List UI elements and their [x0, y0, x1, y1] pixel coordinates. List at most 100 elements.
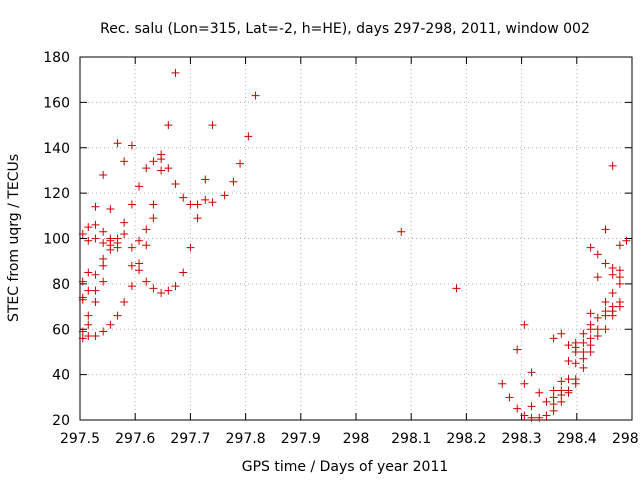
data-point — [452, 284, 461, 293]
data-point — [113, 311, 122, 320]
data-point — [615, 266, 624, 275]
data-point — [179, 193, 188, 202]
data-point — [520, 411, 529, 420]
x-tick-label: 297.8 — [226, 431, 266, 447]
x-axis-label: GPS time / Days of year 2011 — [242, 459, 449, 475]
y-axis-label: STEC from uqrg / TECUs — [6, 154, 22, 322]
data-point — [601, 225, 610, 234]
data-point — [106, 320, 115, 329]
x-tick-label: 297.6 — [115, 431, 155, 447]
data-point — [113, 139, 122, 148]
data-point — [564, 386, 573, 395]
data-point — [171, 282, 180, 291]
data-point — [135, 236, 144, 245]
data-point — [601, 259, 610, 268]
data-point — [84, 236, 93, 245]
data-point — [615, 298, 624, 307]
data-point — [171, 68, 180, 77]
data-point — [135, 182, 144, 191]
data-point — [91, 220, 100, 229]
axis-ticks — [79, 56, 633, 421]
data-point — [99, 170, 108, 179]
data-point — [615, 241, 624, 250]
data-point — [593, 313, 602, 322]
data-point — [84, 223, 93, 232]
data-point — [579, 338, 588, 347]
x-tick-label: 297.7 — [170, 431, 210, 447]
data-point — [513, 404, 522, 413]
data-point — [608, 302, 617, 311]
data-point — [549, 393, 558, 402]
data-point — [179, 268, 188, 277]
data-point — [99, 327, 108, 336]
data-point — [120, 157, 129, 166]
data-point — [571, 338, 580, 347]
x-tick-label: 298.2 — [446, 431, 486, 447]
data-point — [571, 375, 580, 384]
data-point — [579, 329, 588, 338]
data-point — [84, 286, 93, 295]
data-point — [201, 195, 210, 204]
data-point — [127, 200, 136, 209]
data-point — [99, 277, 108, 286]
data-point — [601, 307, 610, 316]
data-point — [549, 406, 558, 415]
data-point — [106, 205, 115, 214]
x-tick-label: 298.5 — [612, 431, 640, 447]
data-point — [99, 227, 108, 236]
data-point — [608, 270, 617, 279]
data-point — [535, 413, 544, 422]
data-point — [99, 261, 108, 270]
x-tick-label: 297.9 — [281, 431, 321, 447]
data-point — [127, 141, 136, 150]
data-point — [527, 402, 536, 411]
data-point — [91, 298, 100, 307]
data-point — [208, 198, 217, 207]
data-point — [608, 288, 617, 297]
data-point — [91, 332, 100, 341]
data-point — [78, 229, 87, 238]
data-point — [615, 273, 624, 282]
data-point — [193, 214, 202, 223]
y-tick-label: 80 — [52, 277, 70, 293]
data-point — [91, 270, 100, 279]
data-point — [164, 286, 173, 295]
data-point — [127, 282, 136, 291]
data-point — [586, 347, 595, 356]
data-point — [186, 200, 195, 209]
data-point — [84, 332, 93, 341]
data-point — [608, 161, 617, 170]
data-point — [201, 175, 210, 184]
data-point — [586, 243, 595, 252]
data-point — [149, 214, 158, 223]
data-point — [157, 150, 166, 159]
data-point — [127, 243, 136, 252]
x-tick-label: 298 — [343, 431, 370, 447]
data-point — [149, 200, 158, 209]
data-point — [171, 180, 180, 189]
chart-title: Rec. salu (Lon=315, Lat=-2, h=HE), days … — [100, 21, 590, 37]
data-point — [236, 159, 245, 168]
data-point — [157, 288, 166, 297]
data-point — [622, 236, 631, 245]
data-point — [593, 332, 602, 341]
data-point — [564, 357, 573, 366]
grid — [80, 57, 632, 420]
data-point — [142, 277, 151, 286]
data-point — [120, 298, 129, 307]
data-point — [149, 157, 158, 166]
data-point — [520, 379, 529, 388]
data-point — [615, 279, 624, 288]
data-point — [127, 261, 136, 270]
data-point — [135, 266, 144, 275]
data-point — [586, 320, 595, 329]
data-point — [91, 286, 100, 295]
data-point — [186, 243, 195, 252]
data-point — [164, 121, 173, 130]
data-point — [586, 334, 595, 343]
data-point — [149, 284, 158, 293]
data-point — [549, 334, 558, 343]
data-point — [571, 359, 580, 368]
data-point — [557, 397, 566, 406]
data-point — [557, 329, 566, 338]
